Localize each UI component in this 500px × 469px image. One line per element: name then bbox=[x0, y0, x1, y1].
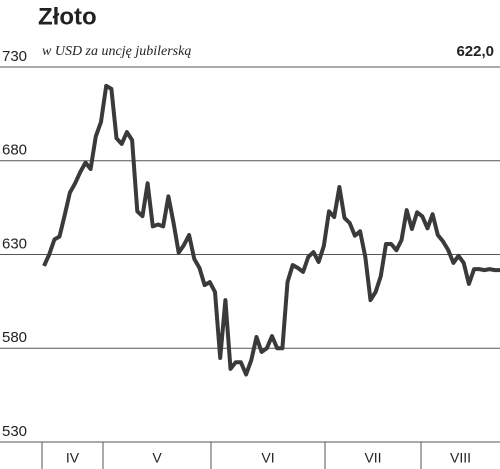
annotation: 622,0 bbox=[456, 43, 494, 60]
y-tick-label: 580 bbox=[2, 329, 27, 346]
chart-title: Złoto bbox=[38, 3, 97, 30]
x-tick-label: IV bbox=[66, 450, 80, 466]
y-tick-label: 630 bbox=[2, 235, 27, 252]
x-tick-label: VI bbox=[261, 450, 274, 466]
y-tick-label: 680 bbox=[2, 142, 27, 159]
y-tick-label: 730 bbox=[2, 48, 27, 65]
price-line bbox=[42, 83, 500, 377]
x-tick-label: V bbox=[152, 450, 162, 466]
x-tick-label: VIII bbox=[450, 450, 471, 466]
subtitle: w USD za uncję jubilerską bbox=[42, 44, 191, 59]
y-tick-label: 530 bbox=[2, 423, 27, 440]
x-tick-label: VII bbox=[364, 450, 381, 466]
